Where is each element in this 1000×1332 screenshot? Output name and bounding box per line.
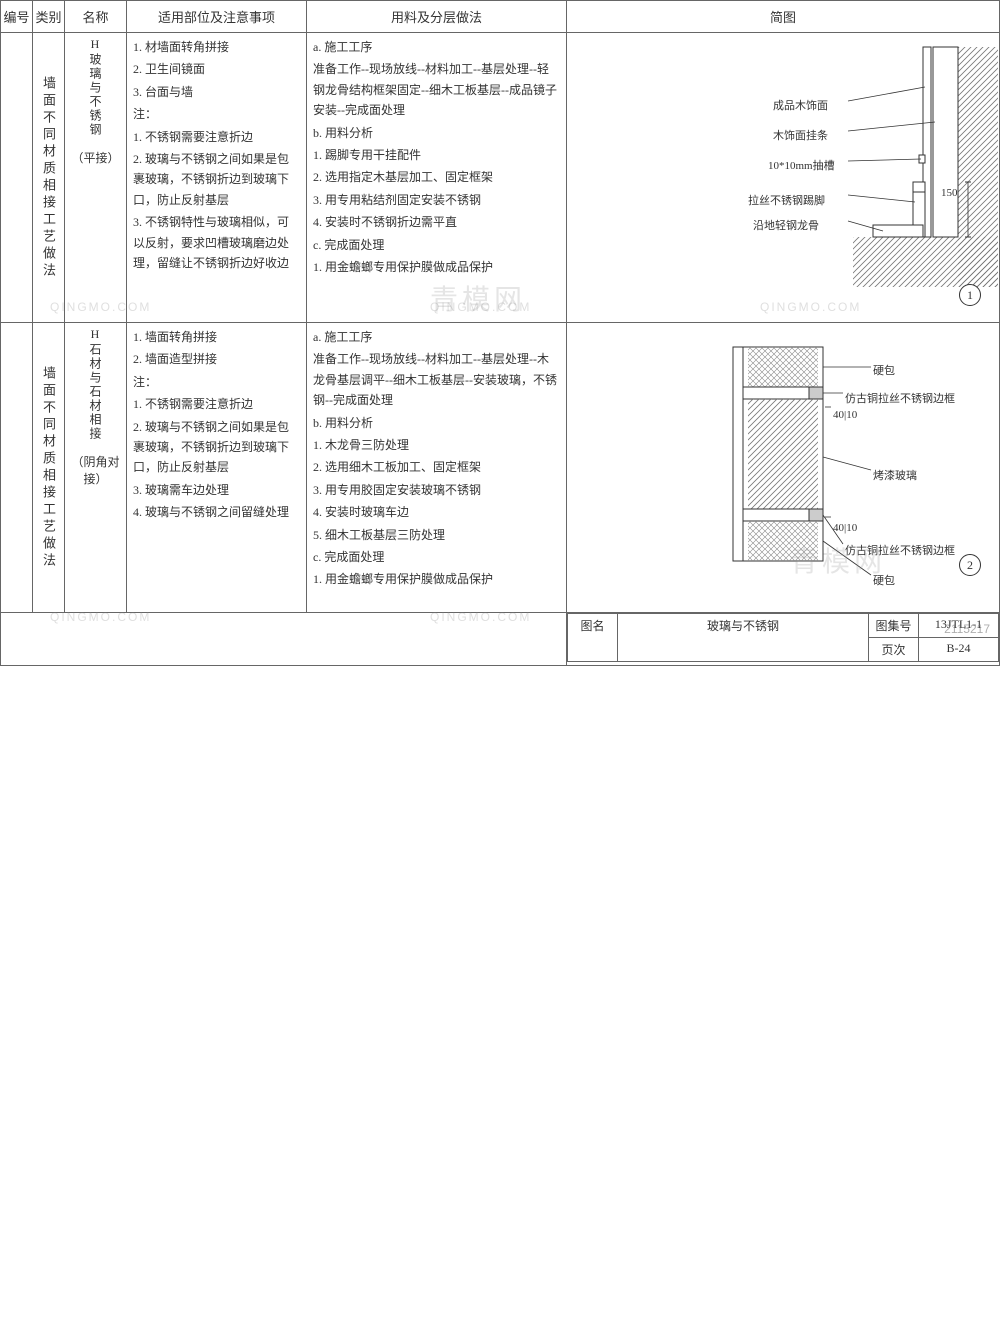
diagram-label: 仿古铜拉丝不锈钢边框	[845, 542, 955, 558]
list-item: 注：	[133, 104, 300, 124]
diagram-label: 40|10	[833, 409, 857, 421]
name-cell: H石材与石材相接 （阴角对接）	[65, 323, 127, 613]
list-item: c. 完成面处理	[313, 547, 560, 567]
category-text: 墙面不同材质相接工艺做法	[39, 37, 58, 318]
name-cell: H玻璃与不锈钢 （平接）	[65, 33, 127, 323]
col-header-name: 名称	[65, 1, 127, 33]
method-cell: a. 施工工序准备工作--现场放线--材料加工--基层处理--木龙骨基层调平--…	[307, 323, 567, 613]
category-text: 墙面不同材质相接工艺做法	[39, 327, 58, 608]
list-item: 3. 玻璃需车边处理	[133, 480, 300, 500]
list-item: 3. 用专用胶固定安装玻璃不锈钢	[313, 480, 560, 500]
list-item: 2. 玻璃与不锈钢之间如果是包裹玻璃，不锈钢折边到玻璃下口，防止反射基层	[133, 417, 300, 478]
diagram-cell: 成品木饰面木饰面挂条 10*10mm抽槽拉丝不锈钢踢脚沿地轻钢龙骨 150 1	[567, 33, 1000, 323]
list-item: 准备工作--现场放线--材料加工--基层处理--轻钢龙骨结构框架固定--细木工板…	[313, 59, 560, 120]
method-list-1: a. 施工工序准备工作--现场放线--材料加工--基层处理--木龙骨基层调平--…	[313, 327, 560, 590]
method-list-0: a. 施工工序准备工作--现场放线--材料加工--基层处理--轻钢龙骨结构框架固…	[313, 37, 560, 277]
diagram-number: 1	[959, 284, 981, 306]
list-item: 3. 不锈钢特性与玻璃相似，可以反射，要求凹槽玻璃磨边处理，留缝让不锈钢折边好收…	[133, 212, 300, 273]
list-item: b. 用料分析	[313, 123, 560, 143]
list-item: 1. 不锈钢需要注意折边	[133, 127, 300, 147]
col-header-diagram: 简图	[567, 1, 1000, 33]
diagram-label: 硬包	[873, 362, 895, 378]
diagram-cell: 硬包仿古铜拉丝不锈钢边框40|10烤漆玻璃40|10仿古铜拉丝不锈钢边框硬包 2	[567, 323, 1000, 613]
diagram-label: 150	[941, 187, 958, 199]
diagram-2-svg	[573, 327, 1000, 617]
diagram-2: 硬包仿古铜拉丝不锈钢边框40|10烤漆玻璃40|10仿古铜拉丝不锈钢边框硬包 2	[573, 327, 993, 608]
list-item: 1. 踢脚专用干挂配件	[313, 145, 560, 165]
list-item: a. 施工工序	[313, 327, 560, 347]
scope-list: 1. 墙面转角拼接2. 墙面造型拼接注：1. 不锈钢需要注意折边 2. 玻璃与不锈…	[133, 327, 300, 523]
diagram-label: 拉丝不锈钢踢脚	[748, 192, 825, 208]
method-cell: a. 施工工序准备工作--现场放线--材料加工--基层处理--轻钢龙骨结构框架固…	[307, 33, 567, 323]
list-item: 注：	[133, 372, 300, 392]
col-header-method: 用料及分层做法	[307, 1, 567, 33]
col-header-scope: 适用部位及注意事项	[127, 1, 307, 33]
list-item: 1. 不锈钢需要注意折边	[133, 394, 300, 414]
footer-row: 图名 玻璃与不锈钢 图集号 13JTL1-1 页次 B-24	[1, 613, 1000, 666]
header-row: 编号 类别 名称 适用部位及注意事项 用料及分层做法 简图	[1, 1, 1000, 33]
diagram-label: 沿地轻钢龙骨	[753, 217, 819, 233]
diagram-1-svg	[573, 37, 1000, 327]
name-sub: （平接）	[71, 149, 120, 166]
diagram-label: 仿古铜拉丝不锈钢边框	[845, 390, 955, 406]
name-vertical: H玻璃与不锈钢	[87, 37, 104, 137]
table-row: 墙面不同材质相接工艺做法 H玻璃与不锈钢 （平接） 1. 材墙面转角拼接2. 卫…	[1, 33, 1000, 323]
list-item: 2. 选用指定木基层加工、固定框架	[313, 167, 560, 187]
list-item: 3. 用专用粘结剂固定安装不锈钢	[313, 190, 560, 210]
diagram-label: 硬包	[873, 572, 895, 588]
col-header-cat: 类别	[33, 1, 65, 33]
col-header-num: 编号	[1, 1, 33, 33]
table-row: 墙面不同材质相接工艺做法 H石材与石材相接 （阴角对接） 1. 墙面转角拼接2.…	[1, 323, 1000, 613]
list-item: 1. 材墙面转角拼接	[133, 37, 300, 57]
num-cell	[1, 33, 33, 323]
list-item: 1. 木龙骨三防处理	[313, 435, 560, 455]
diagram-label: 木饰面挂条	[773, 127, 828, 143]
list-item: 4. 安装时玻璃车边	[313, 502, 560, 522]
name-vertical: H石材与石材相接	[87, 327, 104, 441]
diagram-label: 成品木饰面	[773, 97, 828, 113]
scope-list: 1. 材墙面转角拼接2. 卫生间镜面 3. 台面与墙注： 1. 不锈钢需要注意折边2…	[133, 37, 300, 273]
num-cell	[1, 323, 33, 613]
footer-tuji-label: 图集号	[869, 614, 919, 638]
diagram-1: 成品木饰面木饰面挂条 10*10mm抽槽拉丝不锈钢踢脚沿地轻钢龙骨 150 1	[573, 37, 993, 318]
list-item: 准备工作--现场放线--材料加工--基层处理--木龙骨基层调平--细木工板基层-…	[313, 349, 560, 410]
scope-cell: 1. 材墙面转角拼接2. 卫生间镜面 3. 台面与墙注： 1. 不锈钢需要注意折边2…	[127, 33, 307, 323]
list-item: 2. 选用细木工板加工、固定框架	[313, 457, 560, 477]
category-cell: 墙面不同材质相接工艺做法	[33, 323, 65, 613]
list-item: 1. 用金蟾螂专用保护膜做成品保护	[313, 257, 560, 277]
list-item: a. 施工工序	[313, 37, 560, 57]
footer-tuming-label: 图名	[568, 614, 618, 662]
diagram-label: 40|10	[833, 522, 857, 534]
list-item: 2. 玻璃与不锈钢之间如果是包裹玻璃，不锈钢折边到玻璃下口，防止反射基层	[133, 149, 300, 210]
category-cell: 墙面不同材质相接工艺做法	[33, 33, 65, 323]
name-sub: （阴角对接）	[71, 453, 120, 487]
footer-table: 图名 玻璃与不锈钢 图集号 13JTL1-1 页次 B-24	[567, 613, 999, 662]
image-id: 2115217	[944, 622, 990, 636]
footer-yeci-label: 页次	[869, 638, 919, 662]
list-item: 1. 墙面转角拼接	[133, 327, 300, 347]
list-item: 5. 细木工板基层三防处理	[313, 525, 560, 545]
footer-yeci-value: B-24	[919, 638, 999, 662]
list-item: 2. 卫生间镜面	[133, 59, 300, 79]
footer-cell: 图名 玻璃与不锈钢 图集号 13JTL1-1 页次 B-24	[567, 613, 1000, 666]
list-item: 4. 安装时不锈钢折边需平直	[313, 212, 560, 232]
footer-tuming-value: 玻璃与不锈钢	[618, 614, 869, 662]
list-item: b. 用料分析	[313, 413, 560, 433]
diagram-number: 2	[959, 554, 981, 576]
diagram-label: 10*10mm抽槽	[768, 157, 835, 173]
list-item: 1. 用金蟾螂专用保护膜做成品保护	[313, 569, 560, 589]
list-item: 3. 台面与墙	[133, 82, 300, 102]
list-item: c. 完成面处理	[313, 235, 560, 255]
list-item: 4. 玻璃与不锈钢之间留缝处理	[133, 502, 300, 522]
scope-cell: 1. 墙面转角拼接2. 墙面造型拼接注：1. 不锈钢需要注意折边 2. 玻璃与不锈…	[127, 323, 307, 613]
spec-table: 编号 类别 名称 适用部位及注意事项 用料及分层做法 简图 墙面不同材质相接工艺…	[0, 0, 1000, 666]
diagram-label: 烤漆玻璃	[873, 467, 917, 483]
list-item: 2. 墙面造型拼接	[133, 349, 300, 369]
